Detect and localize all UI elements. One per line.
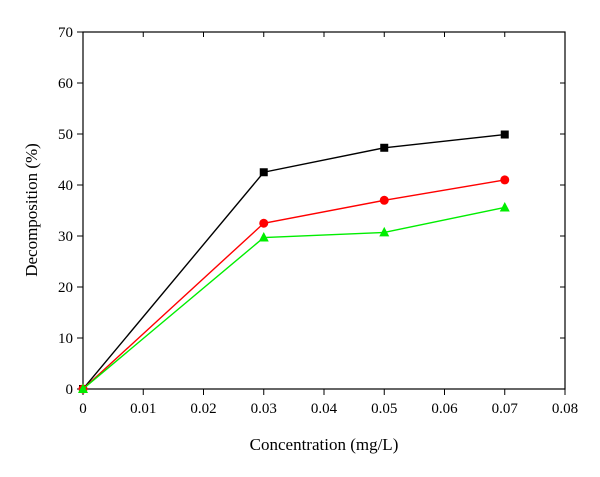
data-point-series-1: [259, 168, 268, 177]
data-point-series-2: [500, 175, 510, 185]
series-line-2: [82, 179, 505, 390]
x-tick-label: 0.04: [311, 401, 338, 417]
data-point-series-1: [380, 143, 389, 152]
x-tick-label: 0.06: [431, 401, 458, 417]
y-tick-label: 10: [58, 331, 73, 347]
x-tick-label: 0.05: [371, 401, 397, 417]
y-tick-label: 0: [66, 382, 74, 398]
data-point-series-2: [259, 218, 269, 228]
series-line-1: [82, 133, 505, 390]
data-point-series-3: [379, 226, 390, 237]
series-line-3: [82, 206, 505, 390]
data-point-series-1: [500, 130, 509, 139]
x-tick-label: 0.01: [130, 401, 156, 417]
x-tick-label: 0.07: [492, 401, 519, 417]
x-tick-label: 0: [79, 401, 87, 417]
y-tick-label: 20: [58, 280, 73, 296]
x-axis-title: Concentration (mg/L): [250, 435, 399, 454]
y-tick-label: 40: [58, 178, 73, 194]
data-point-series-3: [78, 383, 88, 393]
x-tick-label: 0.03: [251, 401, 277, 417]
y-tick-label: 50: [58, 127, 73, 143]
data-point-series-3: [258, 232, 269, 242]
data-point-series-2: [379, 195, 389, 205]
axis-ticks: [77, 31, 566, 395]
x-tick-label: 0.08: [552, 401, 578, 417]
data-series: [78, 130, 510, 394]
data-point-series-3: [499, 201, 510, 212]
y-tick-label: 30: [58, 229, 73, 245]
y-axis-title: Decomposition (%): [22, 143, 41, 277]
y-tick-label: 60: [58, 76, 73, 92]
x-tick-label: 0.02: [190, 401, 216, 417]
y-tick-label: 70: [58, 25, 73, 41]
tick-labels: 0 0.01 0.02 0.03 0.04 0.05 0.06 0.07 0.08 0 10 20 30…: [58, 25, 578, 417]
